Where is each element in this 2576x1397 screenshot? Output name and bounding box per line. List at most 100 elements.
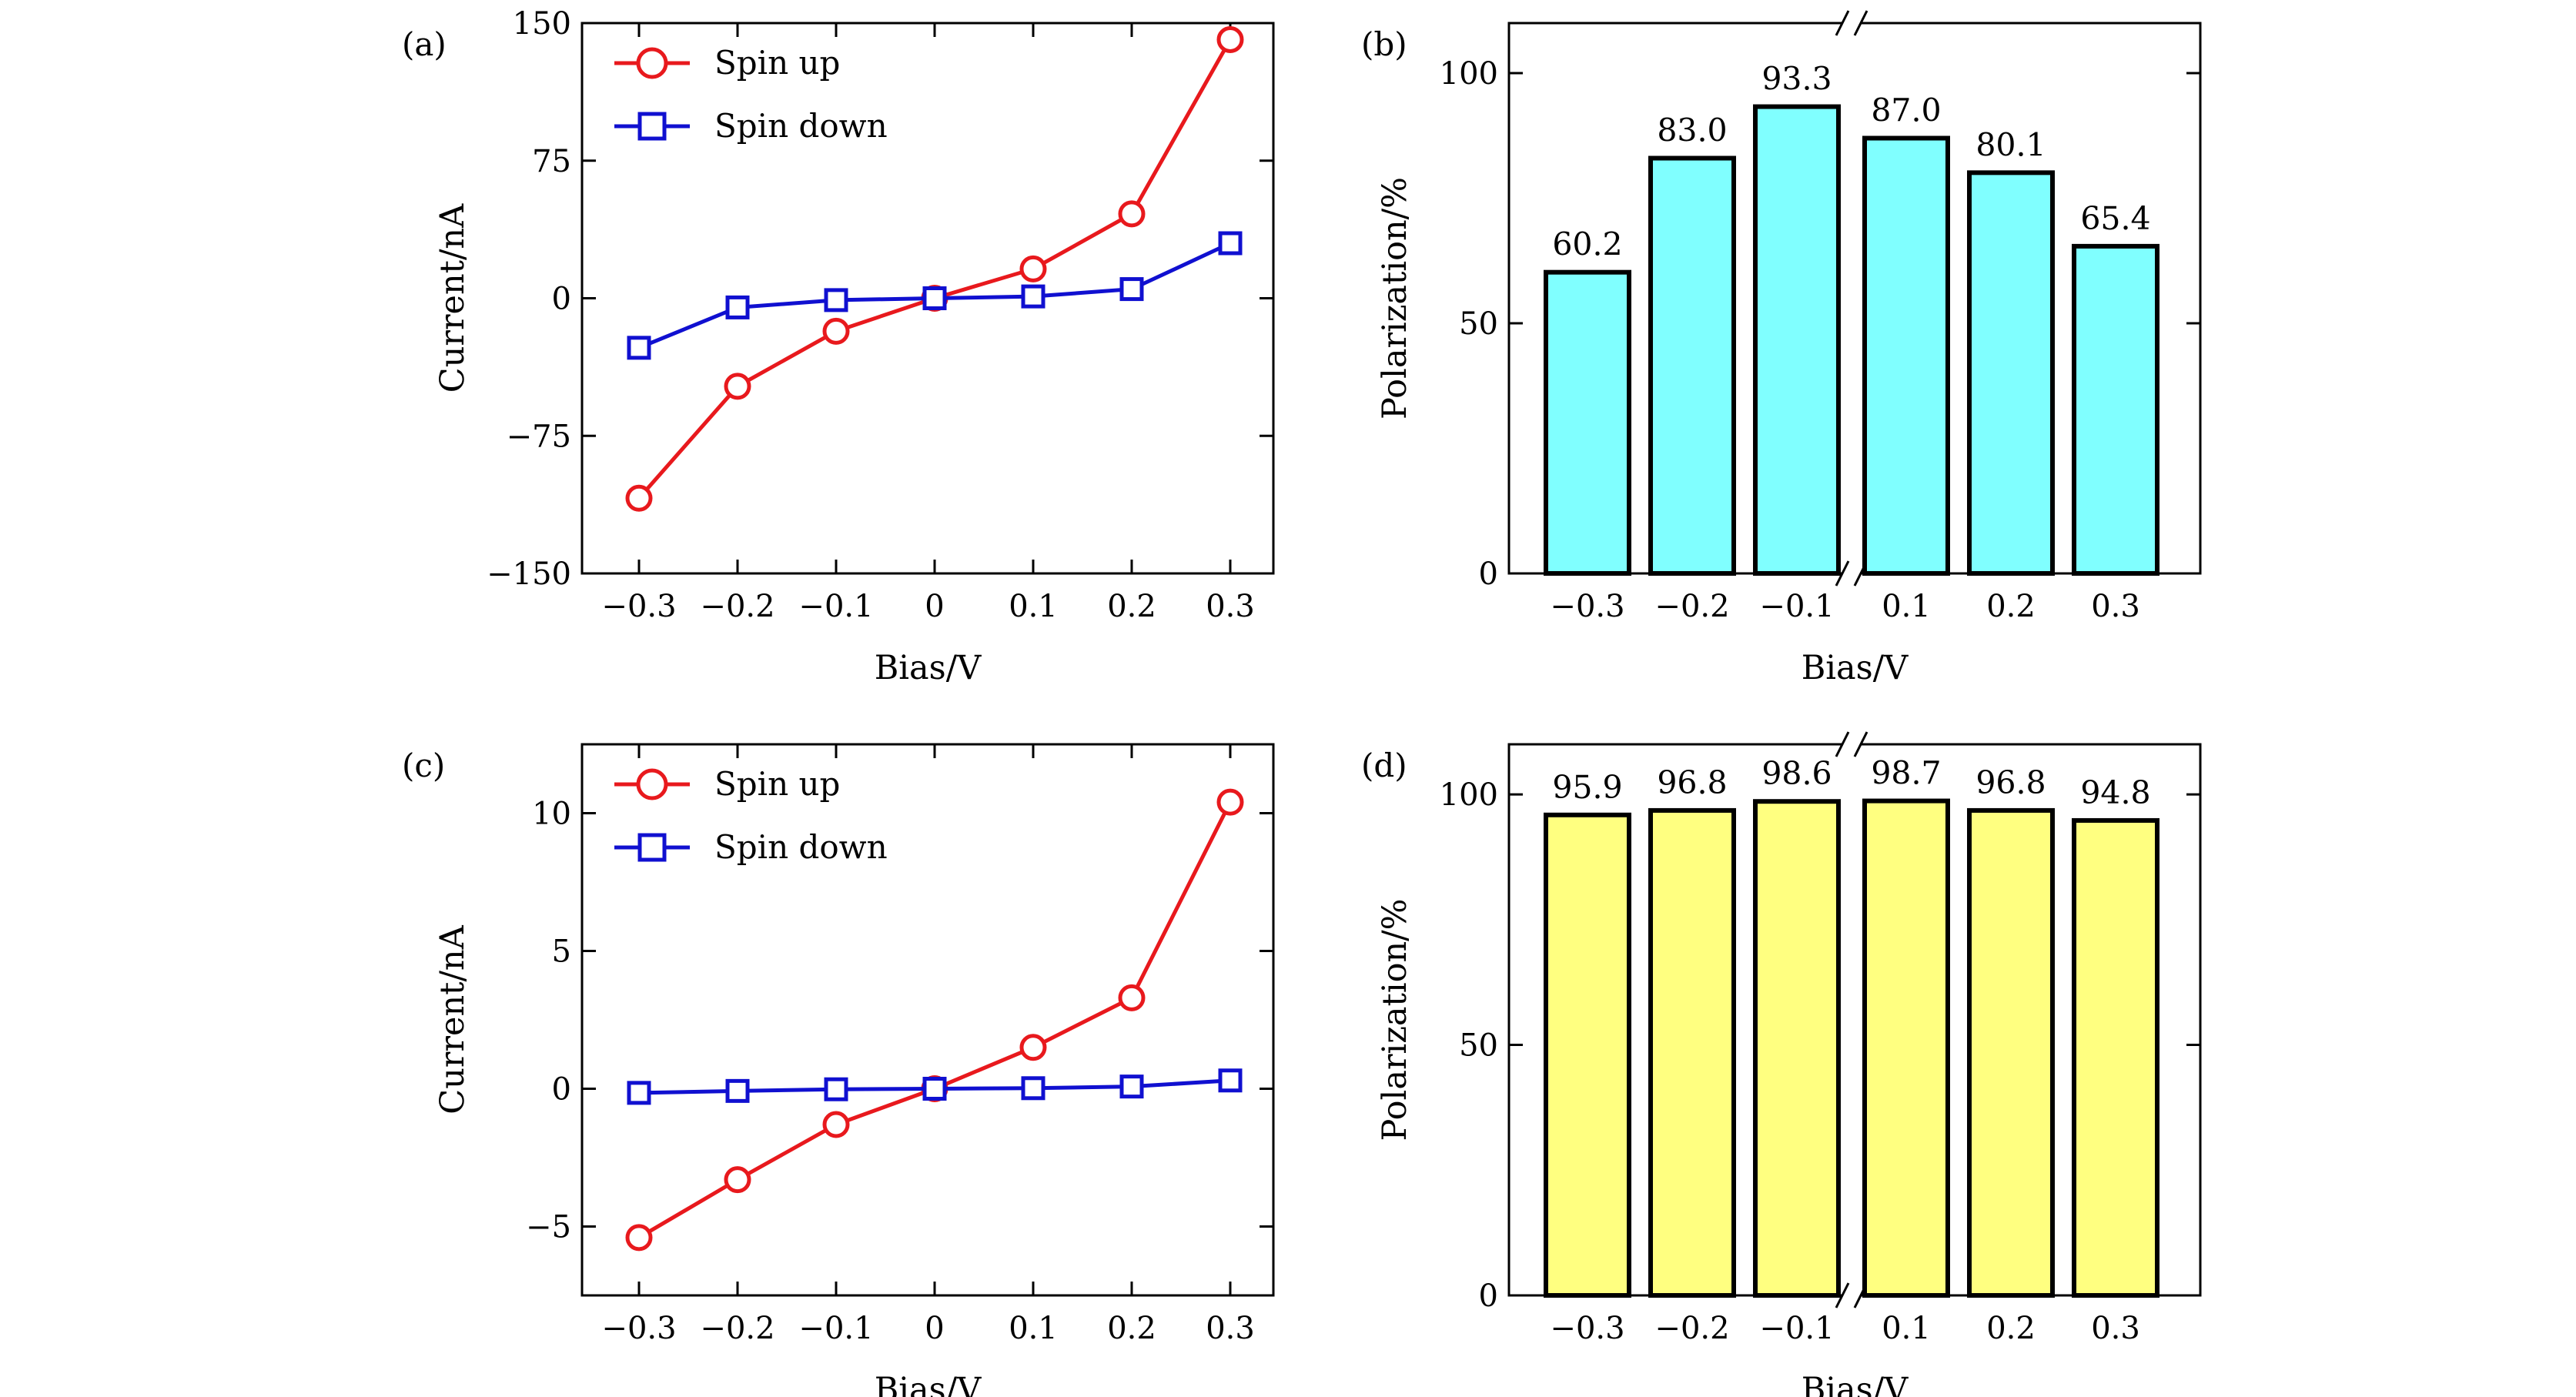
bar [1862, 135, 1950, 576]
bar-value-label: 80.1 [1975, 126, 2046, 163]
data-point-square [725, 295, 750, 319]
x-tick-label: −0.1 [1759, 589, 1834, 624]
bar-value-label: 87.0 [1871, 92, 1941, 129]
x-tick-label: 0.1 [1882, 1311, 1931, 1346]
x-tick-label: −0.3 [601, 589, 676, 624]
y-axis-label: Polarization/% [1376, 898, 1414, 1141]
y-tick-label: 0 [552, 282, 571, 317]
axis-break-mark [1835, 1282, 1850, 1308]
bar-value-label: 96.8 [1657, 764, 1727, 801]
bar-value-label: 83.0 [1657, 112, 1727, 149]
y-tick-label: 10 [532, 797, 571, 832]
legend-marker-square [637, 112, 667, 141]
bar [1753, 799, 1841, 1298]
x-tick-label: 0 [925, 1311, 944, 1346]
x-tick-label: 0.2 [1107, 589, 1156, 624]
data-point-square [1218, 231, 1243, 256]
legend-label: Spin down [714, 107, 888, 145]
x-tick-label: 0.3 [1206, 1311, 1255, 1346]
legend-label: Spin up [714, 44, 840, 82]
bar-value-label: 98.7 [1871, 755, 1941, 792]
y-tick-label: 75 [532, 144, 571, 179]
panel-label: (a) [402, 25, 447, 63]
panel-c-line-chart: −5 0 5 10 −0.3 −0.2 −0.1 0 0.1 0.2 0.3 Bias/V Curren… [402, 743, 1275, 1397]
x-tick-label: −0.2 [1654, 1311, 1729, 1346]
y-tick-label: 50 [1459, 306, 1498, 342]
data-point-circle [724, 1166, 751, 1194]
data-point-square [1119, 1074, 1144, 1099]
x-tick-label: 0.3 [2091, 589, 2140, 624]
bar [1967, 807, 2055, 1298]
data-point-circle [1118, 984, 1146, 1011]
y-tick-label: −75 [507, 419, 571, 454]
data-point-circle [1118, 200, 1146, 228]
axis-break-mark [1835, 560, 1850, 587]
x-tick-label: 0.1 [1009, 1311, 1058, 1346]
legend-marker-circle [636, 47, 668, 79]
axis-break-mark [1853, 10, 1868, 36]
data-point-square [1021, 1076, 1045, 1101]
y-tick-label: 0 [1479, 556, 1498, 592]
y-tick-label: −150 [487, 556, 571, 592]
panel-a-line-chart: −150 −75 0 75 150 −0.3 −0.2 −0.1 0 0.1 0.2 0.3 Bias/… [402, 6, 1275, 687]
data-point-square [922, 1077, 947, 1101]
x-tick-label: 0.3 [1206, 589, 1255, 624]
data-point-circle [625, 484, 653, 512]
data-point-circle [724, 373, 751, 400]
plot-frame [580, 743, 1275, 1297]
x-tick-label: 0 [925, 589, 944, 624]
data-point-circle [822, 1111, 850, 1138]
bar-value-label: 93.3 [1761, 61, 1832, 98]
bar [1753, 104, 1841, 577]
panel-label: (b) [1361, 25, 1407, 63]
bar [1648, 155, 1736, 576]
x-tick-label: −0.2 [1654, 589, 1729, 624]
y-tick-label: 50 [1459, 1028, 1498, 1064]
y-tick-label: 5 [552, 934, 571, 970]
data-point-circle [1019, 255, 1047, 282]
data-point-square [922, 286, 947, 310]
bar-value-label: 98.6 [1761, 755, 1832, 792]
axis-break-mark [1835, 731, 1850, 757]
y-axis-label: Polarization/% [1376, 177, 1414, 419]
bar [1648, 807, 1736, 1298]
data-point-square [1218, 1068, 1243, 1093]
y-tick-label: 0 [1479, 1278, 1498, 1314]
x-tick-label: −0.1 [798, 589, 873, 624]
x-tick-label: 0.3 [2091, 1311, 2140, 1346]
panel-d-bar-chart: 0 50 100 95.9 −0.3 96.8 −0.2 98.6 −0.1 98.7 0.1 96.… [1361, 731, 2202, 1397]
x-tick-label: 0.2 [1107, 1311, 1156, 1346]
data-point-circle [1216, 25, 1244, 53]
x-tick-label: 0.1 [1882, 589, 1931, 624]
x-axis-label: Bias/V [1802, 649, 1909, 687]
bar-value-label: 60.2 [1552, 226, 1622, 263]
data-point-circle [822, 317, 850, 345]
data-point-square [627, 1081, 651, 1105]
legend-marker-circle [636, 768, 668, 800]
bar [1862, 798, 1950, 1298]
data-point-square [1119, 277, 1144, 302]
legend-marker-square [637, 833, 667, 862]
y-tick-label: 0 [552, 1072, 571, 1108]
x-tick-label: 0.2 [1986, 589, 2036, 624]
bar [2072, 243, 2159, 576]
bar-value-label: 94.8 [2080, 774, 2150, 811]
axis-break-mark [1835, 10, 1850, 36]
data-point-square [824, 1077, 848, 1101]
y-axis-label: Current/nA [433, 203, 472, 393]
data-point-circle [1019, 1034, 1047, 1061]
data-point-square [725, 1078, 750, 1103]
x-tick-label: −0.2 [700, 1311, 774, 1346]
x-tick-label: −0.1 [798, 1311, 873, 1346]
y-tick-label: 150 [513, 6, 571, 42]
legend-label: Spin up [714, 765, 840, 803]
y-tick-label: 100 [1440, 56, 1498, 92]
x-axis-label: Bias/V [875, 649, 982, 687]
y-tick-label: −5 [526, 1210, 571, 1245]
data-point-square [1021, 284, 1045, 309]
panel-b-bar-chart: 0 50 100 60.2 −0.3 83.0 −0.2 93.3 −0.1 87.0 0.1 80.… [1361, 10, 2202, 687]
panel-label: (d) [1361, 747, 1407, 784]
data-point-square [824, 288, 848, 312]
data-point-circle [625, 1224, 653, 1252]
